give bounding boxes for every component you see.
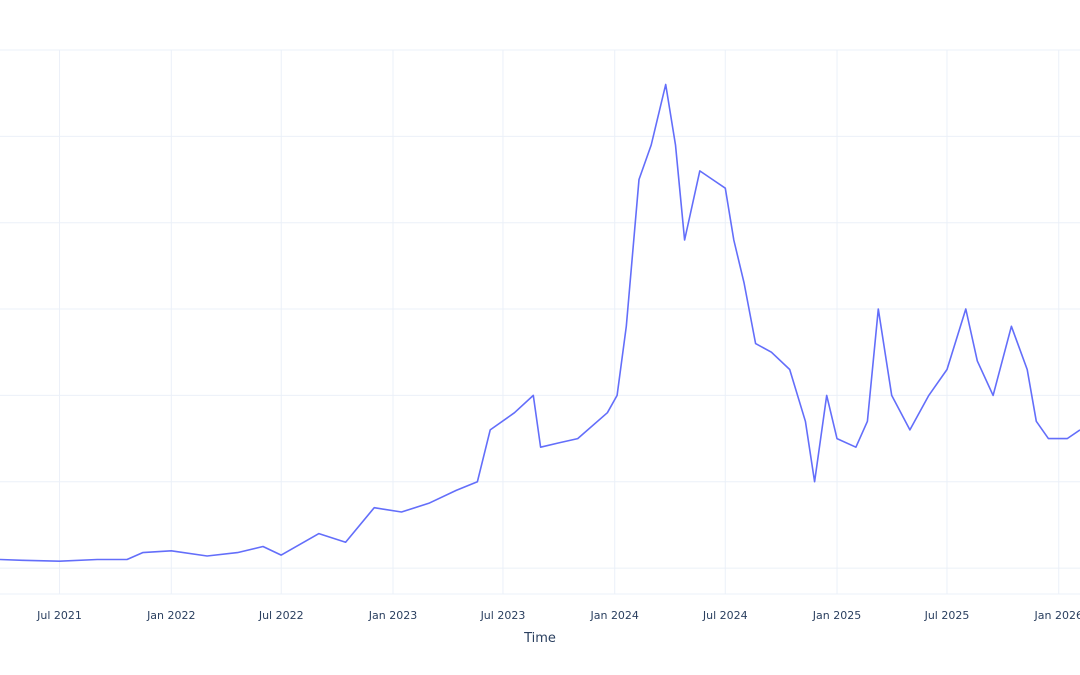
x-tick-label: Jul 2025 xyxy=(924,609,970,622)
x-tick-label: Jul 2024 xyxy=(702,609,748,622)
y-gridlines xyxy=(0,49,1080,569)
x-tick-label: Jul 2021 xyxy=(36,609,82,622)
x-tick-label: Jan 2023 xyxy=(368,609,417,622)
x-tick-labels: Jul 2021 Jan 2022 Jul 2022 Jan 2023 Jul 2023… xyxy=(36,609,1080,622)
x-gridlines xyxy=(59,50,1060,594)
series-line xyxy=(0,83,1080,562)
x-tick-label: Jan 2022 xyxy=(146,609,195,622)
x-axis-title: Time xyxy=(523,631,556,646)
x-tick-label: Jul 2023 xyxy=(480,609,526,622)
x-tick-label: Jan 2024 xyxy=(589,609,638,622)
x-tick-label: Jan 2025 xyxy=(812,609,861,622)
x-tick-label: Jul 2022 xyxy=(258,609,304,622)
x-tick-label: Jan 2026 xyxy=(1034,609,1080,622)
